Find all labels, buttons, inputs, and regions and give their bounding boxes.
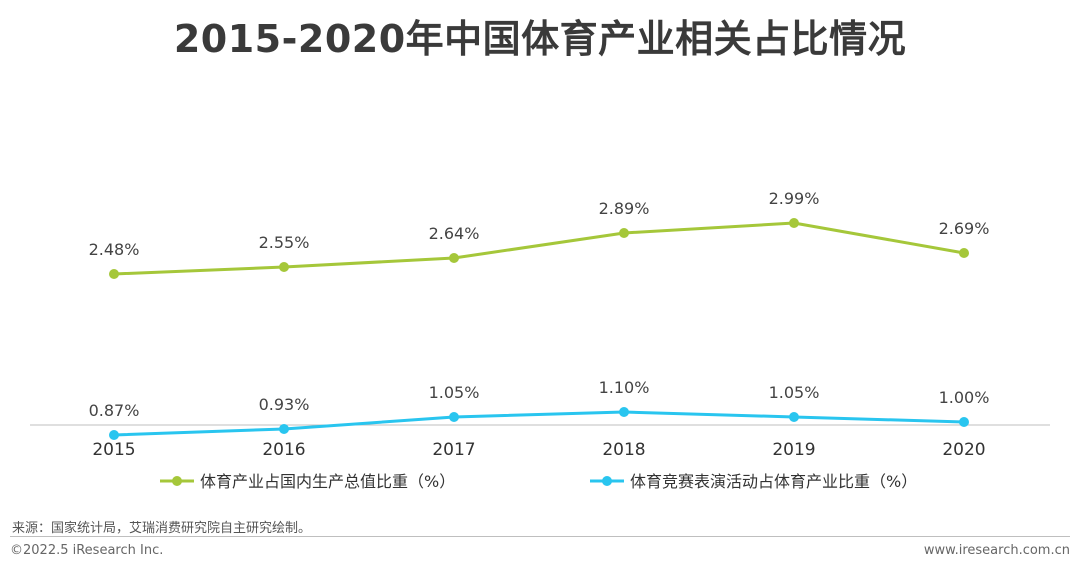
data-label: 2.55% [259,233,310,252]
x-tick-label: 2020 [942,440,985,460]
data-label: 2.89% [599,199,650,218]
x-tick-label: 2019 [772,440,815,460]
legend-label: 体育产业占国内生产总值比重（%） [200,472,455,491]
data-label: 2.48% [89,240,140,259]
data-point [279,424,289,434]
data-label: 2.69% [939,219,990,238]
data-label: 0.93% [259,395,310,414]
data-label: 1.10% [599,378,650,397]
x-tick-label: 2015 [92,440,135,460]
data-point [109,269,119,279]
data-point [279,262,289,272]
x-tick-label: 2017 [432,440,475,460]
footer-divider [10,536,1070,537]
chart-title: 2015-2020年中国体育产业相关占比情况 [173,17,907,61]
series-line [113,410,965,437]
x-tick-label: 2018 [602,440,645,460]
legend-marker [602,476,612,486]
data-label: 2.64% [429,224,480,243]
data-point [449,253,459,263]
data-label: 0.87% [89,401,140,420]
data-label: 2.99% [769,189,820,208]
data-point [619,407,629,417]
legend-label: 体育竞赛表演活动占体育产业比重（%） [630,472,917,491]
source-note: 来源：国家统计局，艾瑞消费研究院自主研究绘制。 [12,521,312,536]
data-point [959,417,969,427]
copyright-text: ©2022.5 iResearch Inc. [10,543,164,558]
data-point [959,248,969,258]
data-label: 1.00% [939,388,990,407]
x-tick-label: 2016 [262,440,305,460]
data-point [789,412,799,422]
data-label: 1.05% [429,383,480,402]
series-line [113,221,965,276]
website-link[interactable]: www.iresearch.com.cn [923,543,1070,558]
legend-marker [172,476,182,486]
data-label: 1.05% [769,383,820,402]
data-point [449,412,459,422]
data-point [619,228,629,238]
data-point [109,430,119,440]
data-point [789,218,799,228]
